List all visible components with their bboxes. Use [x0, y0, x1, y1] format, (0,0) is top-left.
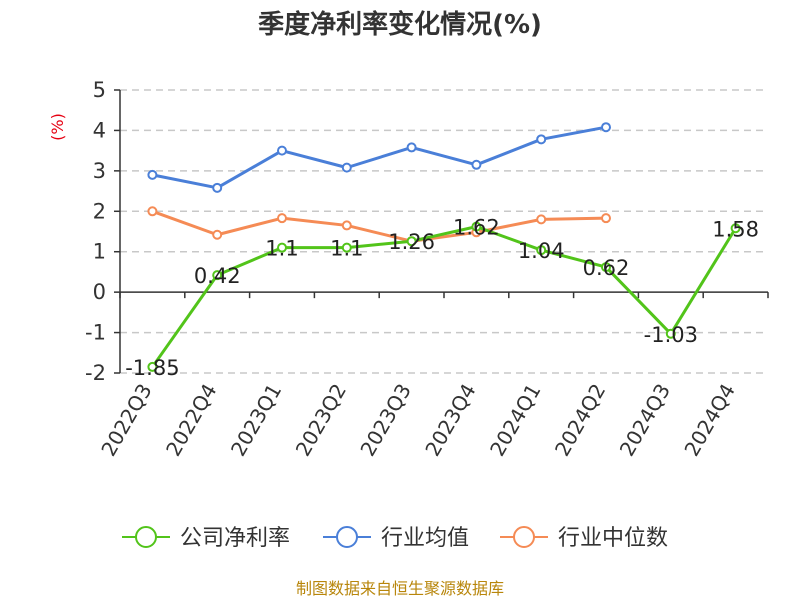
- data-point: [212, 270, 223, 281]
- series-layer: [147, 122, 741, 372]
- x-tick-label: 2023Q2: [291, 380, 351, 461]
- data-label: 1.1: [330, 237, 363, 261]
- y-tick-label: 2: [93, 199, 106, 223]
- y-tick-label: 5: [93, 78, 106, 102]
- legend-marker: [513, 526, 535, 548]
- data-point: [536, 134, 547, 145]
- data-point: [601, 262, 611, 273]
- data-point: [277, 213, 287, 224]
- data-label: -1.85: [125, 356, 179, 380]
- grid-layer: [120, 89, 768, 374]
- series-line: [152, 125, 607, 190]
- data-label: 0.42: [194, 264, 241, 288]
- y-axis-unit-label: (%): [48, 113, 67, 141]
- data-point: [730, 223, 741, 234]
- source-note: 制图数据来自恒生聚源数据库: [296, 579, 504, 598]
- chart-title: 季度净利率变化情况(%): [258, 9, 542, 40]
- data-point: [341, 242, 352, 253]
- data-point: [471, 159, 482, 170]
- data-point: [406, 142, 417, 153]
- series-line: [151, 225, 737, 368]
- legend-label: 行业中位数: [558, 526, 668, 551]
- data-label: 1.26: [388, 230, 435, 254]
- x-tick-label: 2022Q4: [161, 380, 221, 461]
- y-tick-label: 1: [93, 240, 106, 264]
- data-label: -1.03: [644, 323, 698, 347]
- legend: 公司净利率 行业均值 行业中位数: [122, 526, 668, 551]
- series-line: [151, 209, 607, 243]
- x-tick-label: 2023Q4: [420, 380, 480, 461]
- data-label: 1.04: [518, 239, 565, 263]
- y-tick-label: -1: [85, 321, 106, 345]
- data-point: [471, 221, 482, 232]
- data-point: [601, 213, 611, 224]
- data-point: [536, 245, 547, 256]
- data-point: [665, 328, 676, 339]
- data-point: [341, 220, 352, 231]
- data-point: [277, 242, 287, 253]
- legend-label: 公司净利率: [180, 526, 290, 551]
- data-point: [212, 182, 223, 193]
- y-tick-label: 4: [93, 118, 106, 142]
- y-tick-label: 0: [93, 280, 106, 304]
- data-point: [601, 122, 611, 133]
- data-point: [212, 229, 223, 240]
- y-tick-label: 3: [93, 159, 106, 183]
- data-label: 1.62: [453, 216, 500, 240]
- legend-marker: [336, 526, 358, 548]
- x-tick-label: 2023Q3: [355, 380, 415, 461]
- y-tick-label: -2: [85, 361, 106, 385]
- data-point: [147, 169, 158, 180]
- x-tick-label: 2024Q2: [550, 380, 610, 461]
- data-label: 1.58: [712, 217, 759, 241]
- data-point: [406, 236, 417, 247]
- data-label-layer: -1.85 0.42 1.1 1.1 1.26 1.62 1.04 0.62 -1.03 1.58: [125, 216, 759, 380]
- data-point: [147, 361, 158, 372]
- data-label: 1.1: [265, 237, 298, 261]
- x-tick-label: 2022Q3: [96, 380, 156, 461]
- data-point: [277, 145, 287, 156]
- legend-label: 行业均值: [381, 526, 469, 551]
- legend-marker: [135, 526, 157, 548]
- data-point: [536, 214, 547, 225]
- x-tick-label: 2024Q3: [615, 380, 675, 461]
- data-point: [147, 206, 158, 217]
- x-tick-label: 2024Q4: [679, 380, 739, 461]
- data-point: [341, 162, 352, 173]
- x-tick-label: 2023Q1: [226, 380, 286, 461]
- x-tick-label: 2024Q1: [485, 380, 545, 461]
- data-label: 0.62: [583, 256, 630, 280]
